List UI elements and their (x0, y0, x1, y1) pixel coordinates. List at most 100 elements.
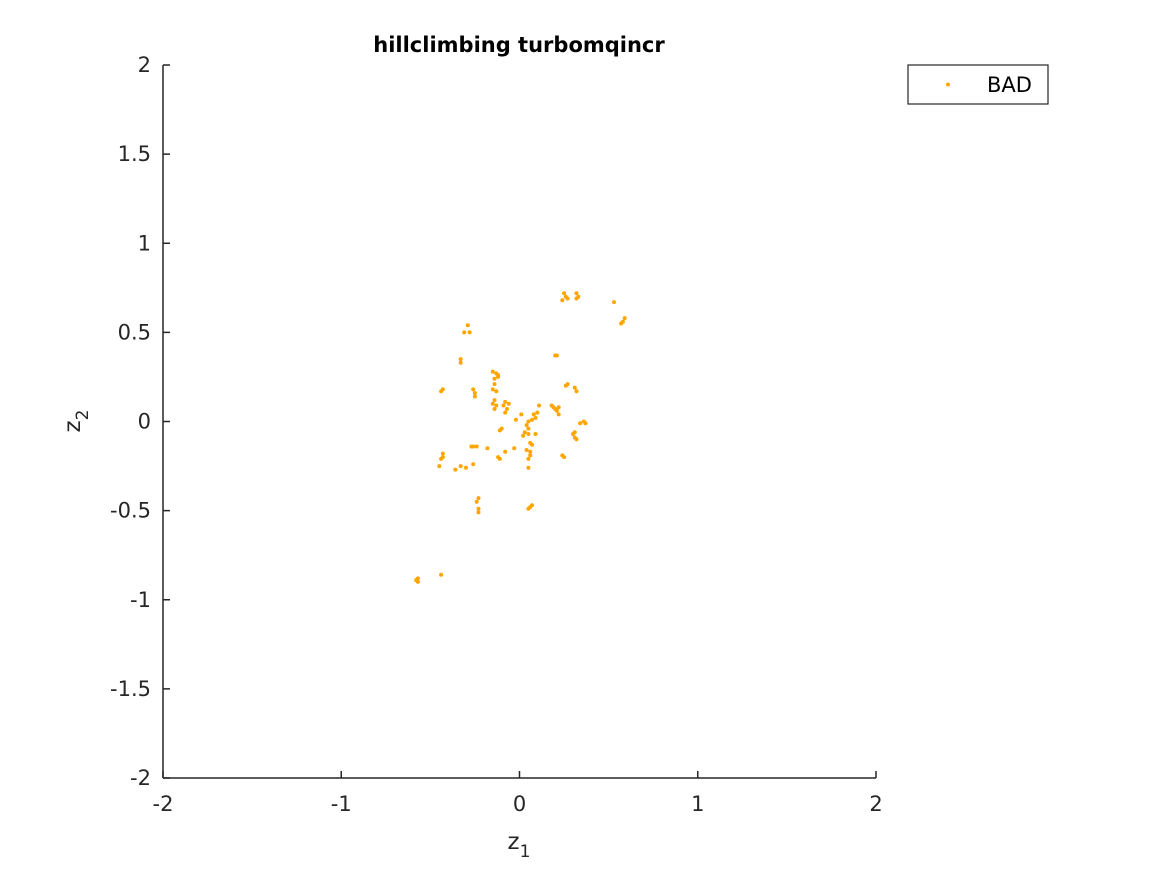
y-tick-group: -2 -1.5 -1 -0.5 0 0.5 1 1.5 2 (110, 53, 170, 790)
data-point (490, 369, 495, 374)
data-point (503, 399, 508, 404)
data-point (522, 430, 527, 435)
data-point (574, 296, 579, 301)
data-point (553, 353, 558, 358)
data-point (440, 451, 445, 456)
data-point (565, 382, 570, 387)
data-point (521, 433, 526, 438)
legend-marker-bad (946, 82, 950, 87)
data-point (503, 410, 508, 415)
data-point (578, 421, 583, 426)
data-point (492, 376, 497, 381)
data-point (526, 426, 531, 431)
data-point (519, 412, 524, 417)
series-bad-points (414, 291, 627, 584)
data-point (471, 444, 476, 449)
x-axis-label: z1 (508, 829, 531, 862)
data-point (472, 391, 477, 395)
data-point (524, 423, 529, 428)
y-tick-label: -0.5 (110, 499, 151, 523)
data-point (492, 407, 497, 411)
data-point (562, 291, 567, 296)
data-point (622, 316, 627, 321)
data-point (462, 330, 467, 335)
data-point (476, 510, 481, 515)
legend-box (907, 64, 1049, 105)
data-point (496, 374, 501, 379)
data-point (513, 417, 518, 422)
data-point (437, 464, 442, 469)
data-point (471, 387, 476, 392)
data-point (574, 437, 579, 442)
y-tick-label: 1.5 (118, 142, 151, 166)
x-tick-group: -2 -1 0 1 2 (153, 771, 883, 816)
x-tick-label: 0 (513, 792, 526, 816)
x-tick-label: -2 (153, 792, 174, 816)
data-point (526, 419, 531, 424)
x-axis-label-subscript: 1 (520, 842, 531, 862)
y-tick-label: -2 (130, 766, 151, 790)
y-axis-label-subscript: 2 (73, 410, 93, 421)
data-point (554, 408, 559, 413)
data-point (494, 389, 499, 394)
data-point (490, 401, 495, 406)
data-point (526, 506, 531, 511)
y-axis: -2 -1.5 -1 -0.5 0 0.5 1 1.5 2 (110, 53, 170, 790)
data-point (524, 448, 529, 452)
data-point (526, 465, 531, 470)
data-point (530, 503, 534, 508)
data-point (512, 446, 517, 451)
y-tick-label: -1.5 (110, 677, 151, 701)
data-point (458, 360, 463, 365)
data-point (556, 405, 561, 410)
data-point (415, 579, 420, 584)
data-point (453, 467, 458, 472)
y-tick-label: 0.5 (118, 320, 151, 344)
data-point (474, 499, 479, 504)
data-point (562, 455, 567, 460)
y-tick-label: 0 (138, 410, 151, 434)
data-point (415, 576, 420, 581)
data-point (490, 387, 495, 392)
y-tick-label: 2 (138, 53, 151, 77)
data-point (574, 389, 579, 394)
legend: BAD (907, 64, 1049, 105)
data-point (497, 456, 502, 461)
data-point (565, 296, 570, 301)
plot-area (163, 65, 876, 778)
data-point (499, 426, 504, 431)
data-point (533, 432, 538, 436)
data-point (476, 496, 481, 501)
data-point (439, 572, 444, 577)
x-axis: -2 -1 0 1 2 (153, 771, 883, 816)
data-point (572, 430, 577, 435)
y-tick-label: -1 (130, 588, 151, 612)
data-point (619, 321, 624, 326)
data-point (526, 456, 531, 461)
data-point (537, 403, 542, 408)
x-axis-label-main: z (508, 829, 520, 855)
data-point (612, 300, 616, 305)
data-point (583, 421, 588, 426)
data-point (503, 449, 508, 454)
data-point (467, 330, 472, 335)
data-point (485, 446, 490, 451)
x-tick-label: 2 (869, 792, 882, 816)
data-point (465, 323, 470, 328)
data-point (464, 465, 468, 470)
data-point (556, 412, 561, 417)
data-point (531, 412, 536, 417)
data-point (574, 291, 579, 296)
data-point (528, 449, 533, 454)
legend-label-bad: BAD (987, 73, 1032, 97)
data-point (492, 398, 497, 403)
data-point (505, 407, 509, 411)
x-tick-label: 1 (691, 792, 704, 816)
data-point (471, 462, 476, 467)
y-axis-label-main: z (60, 420, 86, 432)
x-tick-label: -1 (331, 792, 352, 816)
data-point (528, 440, 533, 445)
chart-title: hillclimbing turbomqincr (373, 33, 665, 57)
data-point (530, 417, 534, 422)
